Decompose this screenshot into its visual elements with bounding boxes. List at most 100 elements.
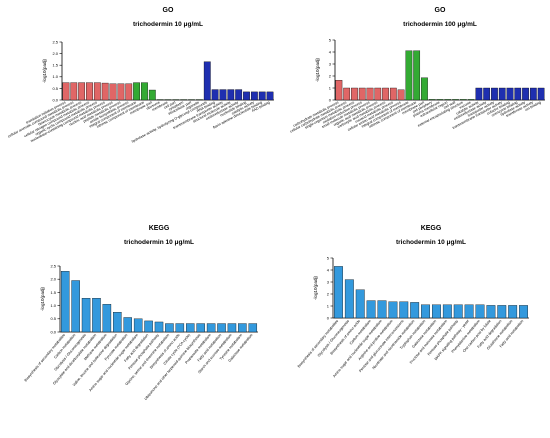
- bar: [506, 87, 514, 101]
- bar: [211, 89, 219, 101]
- bar: [71, 280, 80, 333]
- bar: [217, 323, 226, 333]
- bar: [102, 304, 112, 333]
- bar: [421, 77, 428, 101]
- bar: [428, 99, 436, 101]
- y-tick-label: 1.0: [52, 74, 58, 79]
- bar: [464, 304, 474, 319]
- y-tick-label: 2.5: [52, 39, 58, 44]
- bar: [508, 305, 518, 319]
- bar: [355, 289, 365, 319]
- bar: [109, 83, 117, 101]
- bar: [93, 82, 101, 101]
- bar: [366, 87, 374, 101]
- bar: [389, 87, 397, 101]
- bar: [78, 82, 86, 101]
- y-tick-label: 0: [329, 97, 332, 102]
- bar: [133, 82, 140, 101]
- x-category-label: Biosynthesis of secondary metabolites: [297, 319, 339, 369]
- bar: [413, 50, 421, 101]
- bar: [374, 87, 382, 101]
- bar: [397, 89, 405, 101]
- y-tick-label: 4: [329, 49, 332, 54]
- bar: [351, 87, 358, 101]
- x-category-label: ion binding: [524, 100, 541, 112]
- y-tick-label: 2: [329, 73, 332, 78]
- bar: [497, 305, 507, 319]
- bar: [258, 91, 266, 101]
- y-axis-label: -log10(padj): [315, 57, 320, 82]
- bar: [235, 89, 243, 101]
- bar: [335, 80, 343, 101]
- bar: [522, 87, 529, 101]
- chart-go-100-svg: GO trichodermin 100 μg/mL 0 1 2 3 4 5 -log10(pad…: [289, 7, 545, 134]
- chart-kegg-10-right: KEGG trichodermin 10 μg/mL 0 1 2 3 4 5 -log10(pa…: [283, 222, 548, 434]
- bar: [529, 87, 537, 101]
- x-category-label: cell wall: [443, 100, 456, 110]
- bar: [377, 300, 387, 319]
- bar: [154, 321, 164, 333]
- x-category-label: cytoplasm: [168, 100, 184, 111]
- y-tick-label: 3: [329, 61, 332, 66]
- bar: [248, 323, 258, 333]
- bar: [358, 87, 366, 101]
- bar: [453, 304, 463, 319]
- chart-go-10: GO trichodermin 10 μg/mL 0.0 0.5 1.0 1.5 2.0 2.…: [7, 4, 278, 216]
- y-tick-label: 1.5: [50, 290, 56, 295]
- bar: [227, 323, 237, 333]
- bar: [60, 271, 70, 333]
- bar: [334, 266, 343, 319]
- bar: [382, 87, 389, 101]
- bar: [486, 305, 496, 319]
- x-category-label: vacuole: [459, 100, 472, 109]
- y-tick-label: 1.0: [50, 303, 56, 308]
- y-tick-label: 0.5: [52, 86, 58, 91]
- bar: [410, 302, 420, 319]
- bar: [266, 91, 274, 101]
- bar: [70, 82, 78, 101]
- bar: [243, 91, 250, 101]
- y-tick-label: 0: [327, 315, 330, 320]
- y-tick-label: 2.5: [50, 263, 56, 268]
- bar: [459, 99, 467, 101]
- bar: [366, 300, 376, 319]
- bar: [133, 318, 143, 333]
- y-tick-label: 0.0: [50, 329, 56, 334]
- y-axis-label: -log10(padj): [40, 286, 45, 311]
- bar: [206, 323, 216, 333]
- y-tick-label: 0.0: [52, 97, 58, 102]
- bar: [186, 323, 195, 333]
- bar: [250, 91, 258, 101]
- x-category-label: organelle: [185, 100, 200, 110]
- bar: [81, 298, 91, 333]
- bar: [467, 99, 475, 101]
- bar: [175, 323, 185, 333]
- bar: [519, 305, 528, 319]
- bar: [113, 312, 122, 333]
- chart-go-100: GO trichodermin 100 μg/mL 0 1 2 3 4 5 -log10(pad…: [283, 4, 548, 216]
- bar: [238, 323, 247, 333]
- y-tick-label: 1: [327, 303, 330, 308]
- bar: [344, 279, 354, 319]
- chart-kegg-right-svg: KEGG trichodermin 10 μg/mL 0 1 2 3 4 5 -log10(pa…: [297, 225, 529, 378]
- y-tick-label: 4: [327, 267, 330, 272]
- bar: [537, 87, 545, 101]
- bar: [144, 320, 153, 333]
- chart-heading: KEGG: [421, 225, 442, 232]
- chart-heading: KEGG: [149, 225, 170, 232]
- bar: [123, 317, 132, 333]
- x-category-label: ribosome: [146, 100, 161, 110]
- y-axis-label: -log10(padj): [42, 58, 47, 83]
- bar: [165, 323, 174, 333]
- chart-kegg-left-svg: KEGG trichodermin 10 μg/mL 0.0 0.5 1.0 1.5 2.0…: [24, 225, 258, 401]
- chart-title: trichodermin 10 μg/mL: [396, 239, 466, 246]
- bar: [514, 87, 522, 101]
- bar: [125, 83, 133, 101]
- bar: [491, 87, 498, 101]
- bar: [101, 82, 109, 101]
- x-category-label: membrane: [151, 100, 168, 112]
- y-tick-label: 0.5: [50, 316, 56, 321]
- bar: [421, 304, 430, 319]
- bar: [227, 89, 235, 101]
- y-axis-label: -log10(padj): [313, 275, 318, 300]
